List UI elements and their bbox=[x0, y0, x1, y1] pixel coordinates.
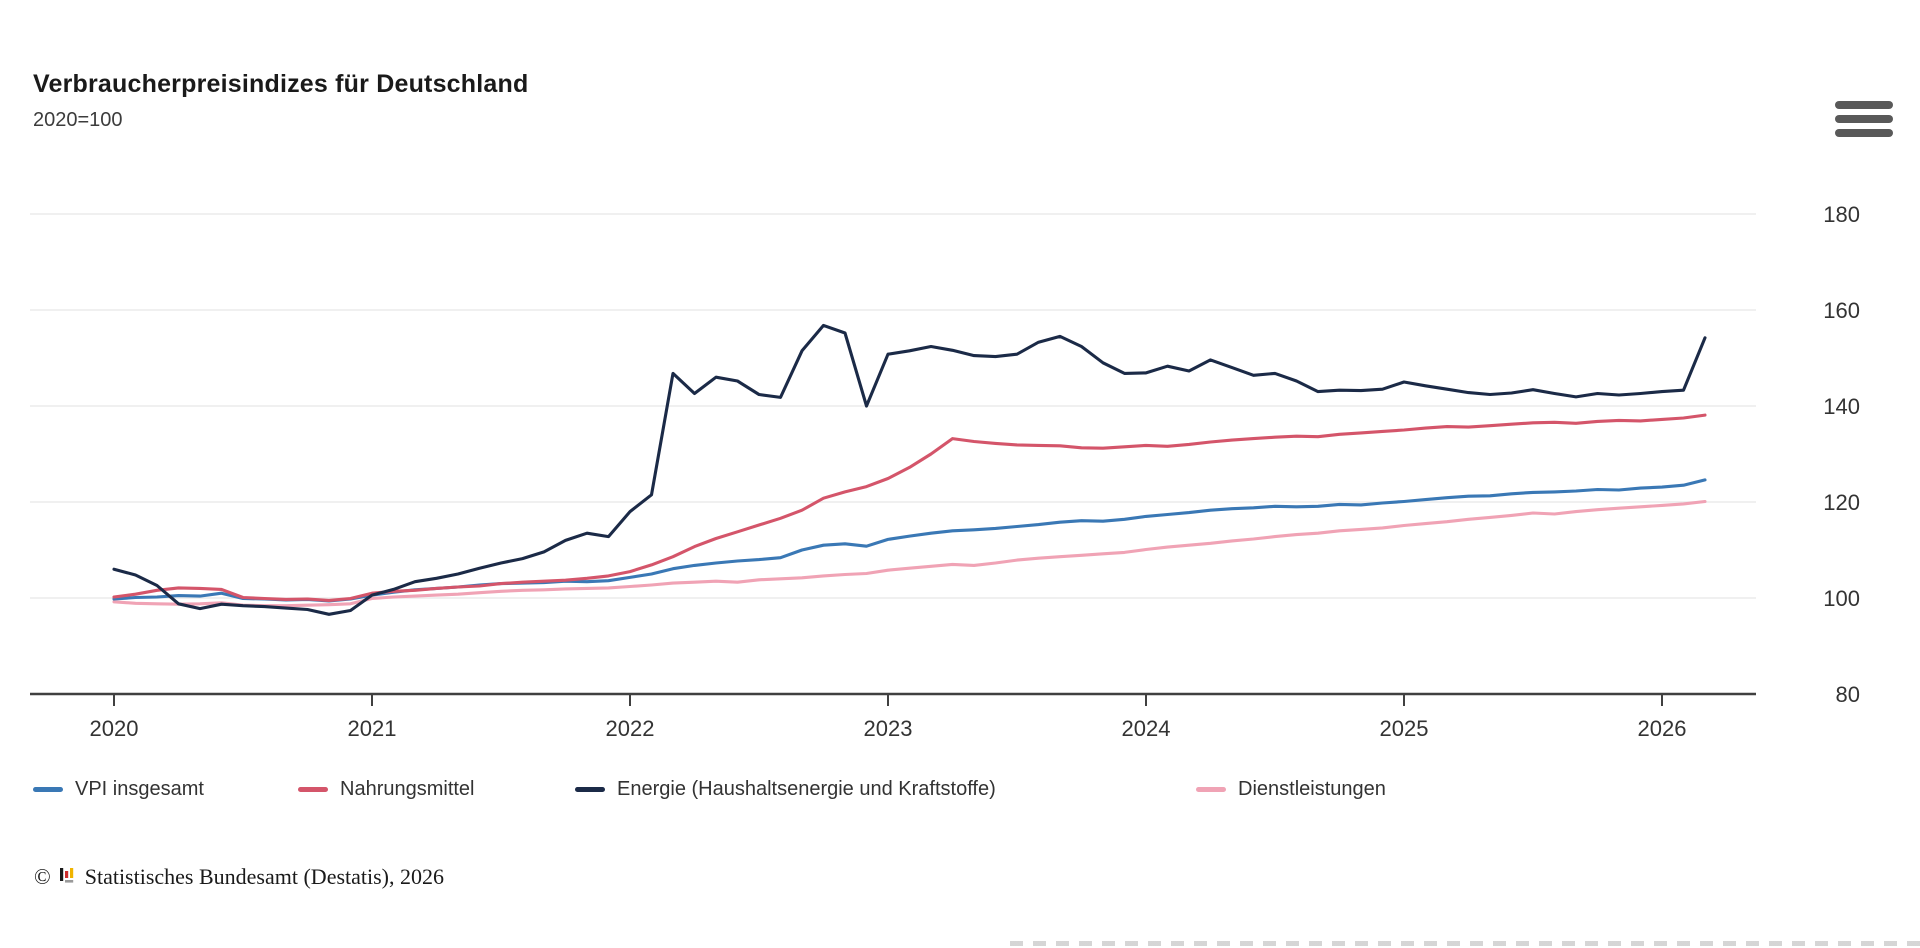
legend-item-nahrungsmittel[interactable]: Nahrungsmittel bbox=[298, 778, 475, 801]
source-text: Statistisches Bundesamt (Destatis), 2026 bbox=[84, 864, 445, 889]
legend-label-dienstleistungen: Dienstleistungen bbox=[1238, 778, 1386, 800]
x-axis-label-2026: 2026 bbox=[1638, 716, 1687, 741]
source-note: © Statistisches Bundesamt (Destatis), 20… bbox=[34, 864, 444, 890]
legend-label-vpi-insgesamt: VPI insgesamt bbox=[75, 778, 204, 800]
series-line-vpi-insgesamt[interactable] bbox=[112, 478, 1707, 603]
hamburger-menu-icon[interactable] bbox=[1835, 101, 1895, 143]
chart-subtitle: 2020=100 bbox=[33, 109, 123, 131]
series-line-dienstleistungen[interactable] bbox=[112, 499, 1707, 608]
y-axis-label-140: 140 bbox=[1823, 394, 1860, 419]
legend-item-dienstleistungen[interactable]: Dienstleistungen bbox=[1196, 778, 1386, 801]
bottom-dashed-divider bbox=[1010, 941, 1920, 946]
legend-swatch-vpi-insgesamt bbox=[33, 787, 63, 792]
y-axis-label-80: 80 bbox=[1836, 682, 1860, 707]
y-axis-label-100: 100 bbox=[1823, 586, 1860, 611]
x-axis-label-2021: 2021 bbox=[348, 716, 397, 741]
destatis-bar-chart-icon bbox=[59, 865, 76, 891]
chart-legend: VPI insgesamt Nahrungsmittel Energie (Haus… bbox=[0, 778, 1920, 812]
legend-swatch-energie-haushaltsenergie-und-kraftstoffe bbox=[575, 787, 605, 792]
series-line-energie-haushaltsenergie-und-kraftstoffe[interactable] bbox=[112, 323, 1707, 616]
legend-item-energie-haushaltsenergie-und-kraftstoffe[interactable]: Energie (Haushaltsenergie und Kraftstoff… bbox=[575, 778, 996, 801]
x-axis-label-2025: 2025 bbox=[1380, 716, 1429, 741]
copyright-symbol: © bbox=[34, 864, 51, 889]
legend-label-energie-haushaltsenergie-und-kraftstoffe: Energie (Haushaltsenergie und Kraftstoff… bbox=[617, 778, 996, 800]
chart-title: Verbraucherpreisindizes für Deutschland bbox=[33, 70, 529, 98]
legend-swatch-dienstleistungen bbox=[1196, 787, 1226, 792]
y-axis-label-160: 160 bbox=[1823, 298, 1860, 323]
legend-item-vpi-insgesamt[interactable]: VPI insgesamt bbox=[33, 778, 204, 801]
x-axis-label-2024: 2024 bbox=[1122, 716, 1171, 741]
x-axis-label-2022: 2022 bbox=[606, 716, 655, 741]
legend-label-nahrungsmittel: Nahrungsmittel bbox=[340, 778, 475, 800]
x-axis-label-2023: 2023 bbox=[864, 716, 913, 741]
legend-swatch-nahrungsmittel bbox=[298, 787, 328, 792]
chart-header: Verbraucherpreisindizes für Deutschland … bbox=[33, 70, 528, 132]
x-axis-label-2020: 2020 bbox=[90, 716, 139, 741]
y-axis-label-180: 180 bbox=[1823, 202, 1860, 227]
y-axis-label-120: 120 bbox=[1823, 490, 1860, 515]
series-line-nahrungsmittel[interactable] bbox=[112, 413, 1707, 602]
